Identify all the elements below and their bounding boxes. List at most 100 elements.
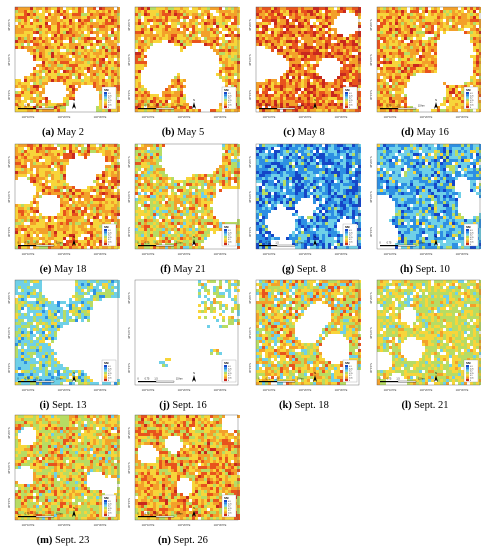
legend-tick-label: 0.2: [108, 98, 111, 100]
legend-tick-label: 0.25: [349, 368, 353, 370]
legend-title: SM: [345, 225, 350, 229]
map-panel: 38°20'0"N 38°10'0"N 38°0'0"N 146°10'0"E 146°…: [247, 142, 361, 278]
soil-moisture-raster: 38°20'0"N 38°10'0"N 38°0'0"N 146°10'0"E 146°…: [248, 6, 361, 119]
legend-tick-label: 0.3: [349, 230, 352, 232]
north-arrow-icon: N: [434, 98, 438, 109]
panel-caption: (k) Sept. 18: [247, 399, 361, 412]
map-panel: 38°20'0"N 38°10'0"N 38°0'0"N 146°10'0"E 146°…: [6, 142, 120, 278]
legend-tick-label: 0.15: [108, 508, 112, 510]
latitude-tick-label: 38°20'0"N: [369, 292, 373, 304]
legend-tick-label: 0.3: [470, 230, 473, 232]
latitude-tick-label: 38°10'0"N: [369, 191, 373, 203]
map-panel: 38°20'0"N 38°10'0"N 38°0'0"N 146°10'0"E 146°…: [368, 5, 481, 141]
legend-tick-label: 0.25: [108, 95, 112, 97]
panel-caption: (f) May 21: [126, 263, 240, 276]
longitude-tick-label: 146°10'0"E: [22, 388, 35, 392]
legend-tick-label: 0.05: [108, 105, 112, 107]
soil-moisture-map: 38°20'0"N 38°10'0"N 38°0'0"N 146°10'0"E 146°…: [126, 5, 240, 125]
scale-bar: 0 0.75 1.5 15 km: [379, 242, 425, 247]
panel-letter: (i): [39, 400, 50, 411]
longitude-tick-label: 146°30'0"E: [456, 115, 469, 119]
legend-tick-label: 0.3: [108, 230, 111, 232]
legend-tick-label: 0.05: [108, 513, 112, 515]
scale-bar: 0 0.75 1.5 15 km: [137, 105, 183, 110]
scale-bar-tick: 0.75: [266, 105, 271, 108]
legend-tick-label: 0.05: [470, 378, 474, 380]
scale-bar: 0 0.75 1.5 15 km: [379, 378, 425, 383]
legend-tick-label: 0.1: [108, 510, 111, 512]
soil-moisture-raster: 38°20'0"N 38°10'0"N 38°0'0"N 146°10'0"E 146°…: [7, 279, 120, 392]
scale-bar-tick: 1.5: [275, 242, 279, 245]
latitude-tick-label: 38°0'0"N: [7, 363, 11, 373]
legend-tick-label: 0.25: [228, 232, 232, 234]
panel-letter: (a): [42, 127, 55, 138]
panel-caption: (a) May 2: [6, 126, 120, 139]
legend-title: SM: [224, 361, 229, 365]
latitude-tick-label: 38°0'0"N: [369, 90, 373, 100]
scale-bar-tick: 1.5: [34, 513, 38, 516]
legend-tick-label: 0.3: [228, 93, 231, 95]
north-label: N: [193, 371, 195, 375]
soil-moisture-raster: 38°20'0"N 38°10'0"N 38°0'0"N 146°10'0"E 146°…: [248, 279, 361, 392]
longitude-tick-label: 146°10'0"E: [263, 252, 276, 256]
scale-bar-tick: 1.5: [154, 378, 158, 381]
legend-tick-label: 0.1: [108, 102, 111, 104]
north-label: N: [193, 235, 195, 239]
north-arrow-icon: N: [192, 371, 196, 382]
north-label: N: [314, 235, 316, 239]
panel-letter: (e): [39, 264, 52, 275]
soil-moisture-raster: 38°20'0"N 38°10'0"N 38°0'0"N 146°10'0"E 146°…: [127, 143, 240, 256]
legend-tick-label: 0.1: [349, 239, 352, 241]
legend-tick-label: 0.25: [349, 95, 353, 97]
north-arrow-icon: N: [72, 506, 76, 517]
legend-tick-label: 0.3: [349, 366, 352, 368]
soil-moisture-map: 38°20'0"N 38°10'0"N 38°0'0"N 146°10'0"E 146°…: [6, 5, 120, 125]
north-arrow-icon: N: [72, 371, 76, 382]
legend-tick-label: 0.05: [228, 242, 232, 244]
panel-caption: (i) Sept. 13: [6, 399, 120, 412]
longitude-tick-label: 146°30'0"E: [456, 252, 469, 256]
longitude-tick-label: 146°10'0"E: [22, 523, 35, 527]
soil-moisture-map: 38°20'0"N 38°10'0"N 38°0'0"N 146°10'0"E 146°…: [126, 142, 240, 262]
scale-bar: 0 0.75 1.5 15 km: [137, 378, 183, 383]
panel-letter: (d): [401, 127, 414, 138]
legend-tick-label: 0.05: [108, 378, 112, 380]
legend-tick-label: 0.15: [349, 100, 353, 102]
legend-tick-label: 0.25: [108, 503, 112, 505]
legend-tick-label: 0: [108, 380, 109, 382]
scale-bar-tick: 0.75: [25, 513, 30, 516]
scale-bar-tick: 0: [379, 105, 381, 108]
legend-tick-label: 0.1: [228, 510, 231, 512]
panel-caption: (d) May 16: [368, 126, 481, 139]
legend-tick-label: 0: [470, 107, 471, 109]
map-panel: 38°20'0"N 38°10'0"N 38°0'0"N 146°10'0"E 146°…: [368, 142, 481, 278]
scale-bar-tick: 1.5: [154, 513, 158, 516]
panel-caption: (h) Sept. 10: [368, 263, 481, 276]
soil-moisture-raster: 38°20'0"N 38°10'0"N 38°0'0"N 146°10'0"E 146°…: [248, 143, 361, 256]
latitude-tick-label: 38°10'0"N: [127, 54, 131, 66]
scale-bar-tick: 0: [17, 513, 19, 516]
longitude-tick-label: 146°10'0"E: [142, 115, 155, 119]
latitude-tick-label: 38°10'0"N: [248, 191, 252, 203]
legend-tick-label: 0.3: [470, 93, 473, 95]
latitude-tick-label: 38°20'0"N: [127, 156, 131, 168]
latitude-tick-label: 38°0'0"N: [7, 227, 11, 237]
legend-tick-label: 0.25: [108, 232, 112, 234]
longitude-tick-label: 146°30'0"E: [94, 115, 107, 119]
scale-bar-tick: 0.75: [266, 378, 271, 381]
legend: SM0.30.250.20.150.10.050: [101, 359, 117, 383]
legend-tick-label: 0.2: [349, 98, 352, 100]
latitude-tick-label: 38°0'0"N: [248, 363, 252, 373]
legend-title: SM: [466, 361, 471, 365]
panel-date: May 16: [416, 127, 449, 138]
scale-bar-unit: 15 km: [418, 378, 425, 381]
legend-tick-label: 0.1: [228, 239, 231, 241]
soil-moisture-map: 38°20'0"N 38°10'0"N 38°0'0"N 146°10'0"E 146°…: [247, 278, 361, 398]
legend: SM0.30.250.20.150.10.050: [101, 494, 117, 518]
scale-bar-tick: 1.5: [154, 242, 158, 245]
legend-tick-label: 0.25: [470, 368, 474, 370]
legend-tick-label: 0.1: [228, 102, 231, 104]
legend-tick-label: 0.3: [108, 93, 111, 95]
legend: SM0.30.250.20.150.10.050: [221, 86, 237, 110]
soil-moisture-raster: 38°20'0"N 38°10'0"N 38°0'0"N 146°10'0"E 146°…: [369, 6, 481, 119]
